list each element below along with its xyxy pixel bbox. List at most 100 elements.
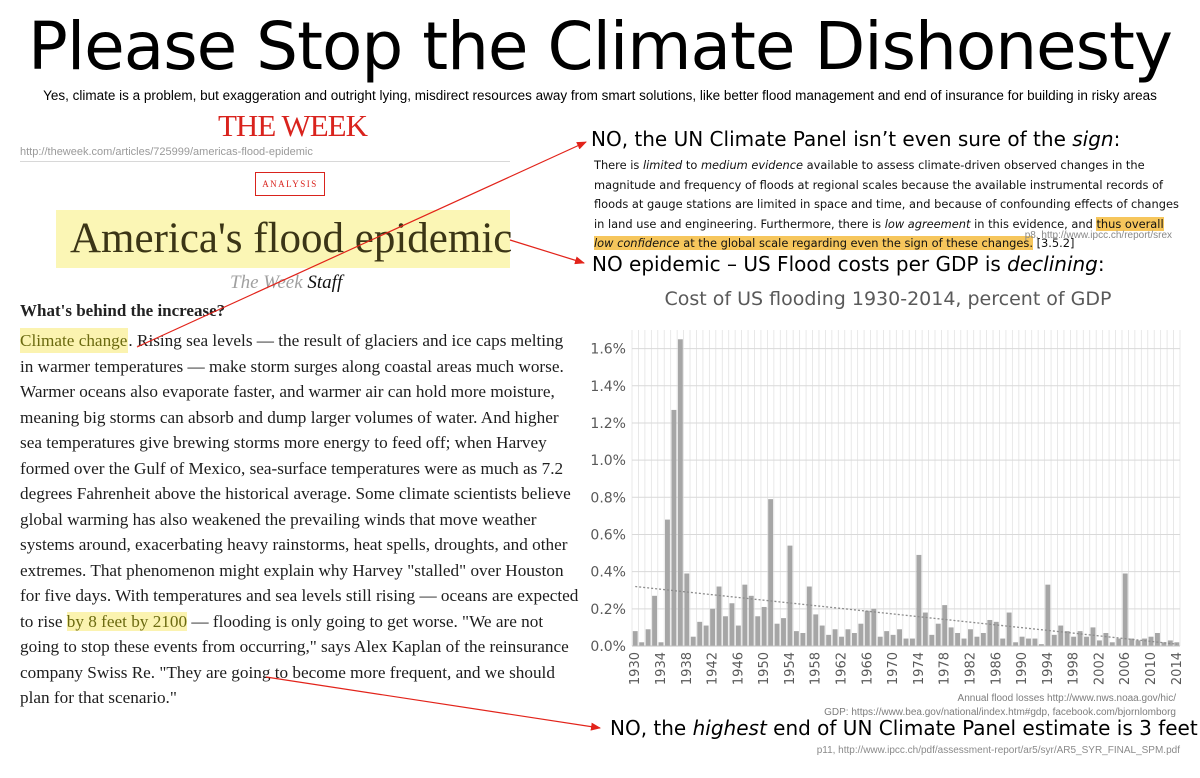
bar-2007	[1129, 638, 1135, 646]
the-week-logo: THE WEEK	[218, 108, 368, 143]
highlight-climate-change: Climate change	[20, 328, 129, 353]
x-tick-label: 2010	[1144, 652, 1159, 685]
quote-emph: medium evidence	[700, 158, 804, 172]
quote-text: in this evidence, and	[970, 216, 1097, 231]
article-clipping: THE WEEK http://theweek.com/articles/725…	[0, 108, 585, 778]
x-tick-label: 2006	[1118, 652, 1133, 685]
bar-1975	[922, 612, 928, 646]
chart-sources: Annual flood losses http://www.nws.noaa.…	[700, 692, 1176, 720]
bar-1942	[710, 608, 716, 646]
x-tick-label: 1966	[860, 652, 875, 685]
bar-1984	[980, 632, 986, 646]
bar-1979	[948, 627, 954, 646]
bar-1988	[1006, 612, 1012, 646]
bar-1994	[1045, 584, 1051, 646]
x-tick-label: 1994	[1041, 652, 1056, 685]
bar-1965	[858, 623, 864, 646]
bar-1934	[658, 642, 664, 646]
x-tick-label: 1982	[963, 652, 978, 685]
bar-1969	[884, 631, 890, 646]
article-byline: The Week Staff	[230, 272, 342, 294]
bar-2009	[1142, 638, 1147, 646]
epidemic-heading: NO epidemic – US Flood costs per GDP is …	[592, 252, 1105, 276]
bar-1935	[665, 519, 670, 646]
y-tick-label: 1.0%	[590, 453, 626, 469]
ipcc-quote: There is limited to medium evidence avai…	[594, 156, 1180, 254]
x-tick-label: 1986	[989, 652, 1004, 685]
chart-title: Cost of US flooding 1930-2014, percent o…	[664, 288, 1112, 310]
bar-1974	[916, 554, 922, 646]
x-tick-label: 1954	[783, 652, 798, 685]
bar-2004	[1109, 642, 1115, 646]
bar-1956	[800, 632, 806, 646]
quote-text: to	[682, 158, 701, 172]
bar-2000	[1084, 636, 1089, 646]
article-headline: America's flood epidemic	[70, 215, 513, 262]
bar-1995	[1051, 634, 1057, 646]
x-tick-label: 1978	[938, 652, 953, 685]
bar-1968	[877, 636, 883, 646]
bar-1972	[903, 638, 909, 646]
x-tick-label: 1974	[912, 652, 927, 685]
flood-cost-chart: 0.0% 0.2% 0.4% 0.6% 0.8% 1.0% 1.2% 1.4% 1.6% 1930…	[590, 330, 1185, 685]
bar-2012	[1161, 642, 1167, 646]
bar-1964	[851, 632, 857, 646]
chart-source-gdp: GDP: https://www.bea.gov/national/index.…	[824, 707, 1176, 718]
bar-1947	[742, 584, 748, 646]
page-subtitle: Yes, climate is a problem, but exaggerat…	[43, 88, 1157, 103]
sealevel-heading: NO, the highest end of UN Climate Panel …	[610, 716, 1198, 740]
bar-1938	[684, 573, 690, 646]
quote-emph: low confidence	[594, 236, 680, 250]
x-tick-label: 1934	[654, 652, 669, 685]
x-tick-label: 2014	[1170, 652, 1185, 685]
bar-1955	[793, 631, 799, 646]
quote-ref: [3.5.2]	[1032, 236, 1075, 250]
y-tick-label: 0.8%	[590, 490, 626, 506]
bar-1966	[864, 610, 870, 646]
quote-text: There is	[594, 158, 643, 172]
article-body-text-1: . Rising sea levels — the result of glac…	[20, 331, 579, 631]
y-tick-label: 1.2%	[590, 416, 626, 432]
bar-1961	[832, 629, 838, 646]
bar-1940	[697, 621, 703, 646]
quote-emph: limited	[642, 158, 683, 172]
article-url[interactable]: http://theweek.com/articles/725999/ameri…	[20, 146, 313, 158]
bar-1949	[755, 616, 761, 646]
bar-1967	[871, 608, 877, 646]
bar-1997	[1064, 631, 1070, 646]
page-title: Please Stop the Climate Dishonesty	[28, 8, 1173, 85]
ipcc-heading-emph: sign	[1072, 127, 1114, 151]
bar-1946	[735, 625, 741, 646]
bar-2010	[1148, 636, 1154, 646]
trendline	[635, 585, 1177, 645]
y-tick-label: 1.6%	[590, 342, 626, 358]
byline-staff: Staff	[307, 272, 343, 293]
bar-1937	[677, 339, 683, 646]
x-tick-label: 1938	[680, 652, 695, 685]
bar-1982	[968, 629, 973, 646]
y-tick-label: 0.4%	[590, 565, 626, 581]
bar-1958	[813, 614, 819, 646]
bar-1978	[942, 605, 948, 646]
bar-1941	[703, 625, 709, 646]
bar-1983	[974, 636, 980, 646]
bar-1998	[1071, 636, 1077, 646]
bar-1950	[761, 606, 767, 646]
bar-2011	[1154, 632, 1160, 646]
x-tick-label: 1958	[809, 652, 824, 685]
x-tick-label: 1970	[886, 652, 901, 685]
bar-1932	[645, 629, 651, 646]
bar-2003	[1103, 632, 1109, 646]
bar-1996	[1058, 625, 1064, 646]
ipcc-heading-prefix: NO, the UN Climate Panel isn’t even sure…	[591, 127, 1073, 151]
sealevel-heading-suffix: end of UN Climate Panel estimate is 3 fe…	[766, 716, 1198, 740]
bar-1943	[716, 586, 722, 646]
y-tick-label: 1.4%	[590, 379, 626, 395]
epidemic-heading-suffix: :	[1097, 252, 1105, 276]
bar-1973	[909, 638, 915, 646]
divider	[20, 161, 510, 162]
analysis-badge: ANALYSIS	[255, 172, 325, 196]
article-body: Climate change. Rising sea levels — the …	[20, 328, 580, 711]
x-tick-label: 2002	[1092, 652, 1107, 685]
chart-source-floods: Annual flood losses http://www.nws.noaa.…	[957, 693, 1176, 704]
